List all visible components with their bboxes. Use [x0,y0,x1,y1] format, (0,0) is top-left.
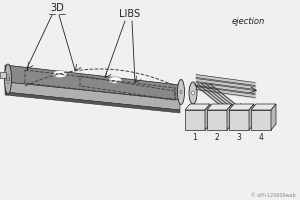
Ellipse shape [180,90,182,94]
Polygon shape [207,110,227,130]
Text: © atf•120609wab: © atf•120609wab [251,193,296,198]
Polygon shape [249,104,254,130]
Text: 3D: 3D [50,3,64,13]
Ellipse shape [53,71,67,77]
Polygon shape [5,65,180,100]
Polygon shape [229,104,254,110]
Polygon shape [271,104,276,130]
Text: ejection: ejection [231,18,265,26]
Text: 3: 3 [237,133,242,142]
Polygon shape [5,82,180,110]
Polygon shape [229,110,249,130]
Text: 4: 4 [259,133,263,142]
Ellipse shape [178,79,184,104]
Polygon shape [207,104,232,110]
Polygon shape [5,92,180,113]
Ellipse shape [4,64,11,94]
Text: LIBS: LIBS [119,9,141,19]
Ellipse shape [189,82,197,104]
Ellipse shape [7,77,9,80]
Ellipse shape [192,91,194,95]
Polygon shape [205,104,210,130]
Text: 1: 1 [193,133,197,142]
Polygon shape [0,72,6,78]
Polygon shape [251,110,271,130]
Polygon shape [227,104,232,130]
Polygon shape [185,110,205,130]
Polygon shape [185,104,210,110]
Text: 2: 2 [214,133,219,142]
Ellipse shape [109,77,122,83]
Polygon shape [251,104,276,110]
Ellipse shape [7,74,9,84]
